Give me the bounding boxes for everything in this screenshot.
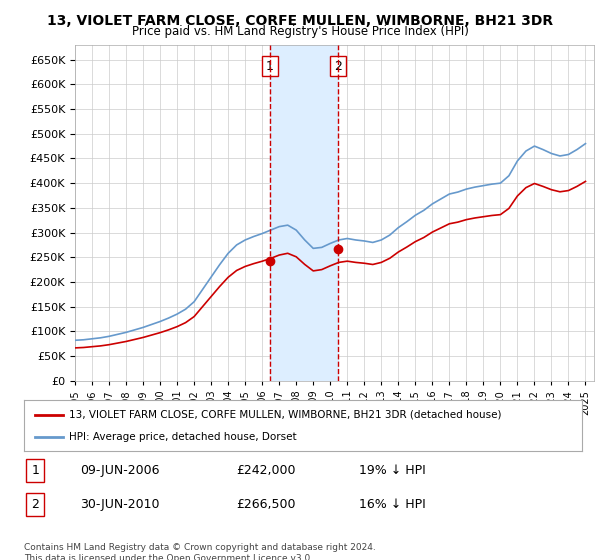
Text: £266,500: £266,500 xyxy=(236,498,296,511)
Text: Price paid vs. HM Land Registry's House Price Index (HPI): Price paid vs. HM Land Registry's House … xyxy=(131,25,469,38)
Text: 1: 1 xyxy=(266,59,274,73)
Text: 13, VIOLET FARM CLOSE, CORFE MULLEN, WIMBORNE, BH21 3DR (detached house): 13, VIOLET FARM CLOSE, CORFE MULLEN, WIM… xyxy=(68,409,501,419)
Text: HPI: Average price, detached house, Dorset: HPI: Average price, detached house, Dors… xyxy=(68,432,296,442)
Text: 1: 1 xyxy=(31,464,39,477)
Text: Contains HM Land Registry data © Crown copyright and database right 2024.
This d: Contains HM Land Registry data © Crown c… xyxy=(24,543,376,560)
Text: £242,000: £242,000 xyxy=(236,464,296,477)
Text: 13, VIOLET FARM CLOSE, CORFE MULLEN, WIMBORNE, BH21 3DR: 13, VIOLET FARM CLOSE, CORFE MULLEN, WIM… xyxy=(47,14,553,28)
Bar xyxy=(270,45,338,381)
Text: 30-JUN-2010: 30-JUN-2010 xyxy=(80,498,160,511)
Text: 2: 2 xyxy=(31,498,39,511)
Text: 16% ↓ HPI: 16% ↓ HPI xyxy=(359,498,425,511)
Text: 2: 2 xyxy=(334,59,342,73)
Text: 09-JUN-2006: 09-JUN-2006 xyxy=(80,464,160,477)
Text: 19% ↓ HPI: 19% ↓ HPI xyxy=(359,464,425,477)
